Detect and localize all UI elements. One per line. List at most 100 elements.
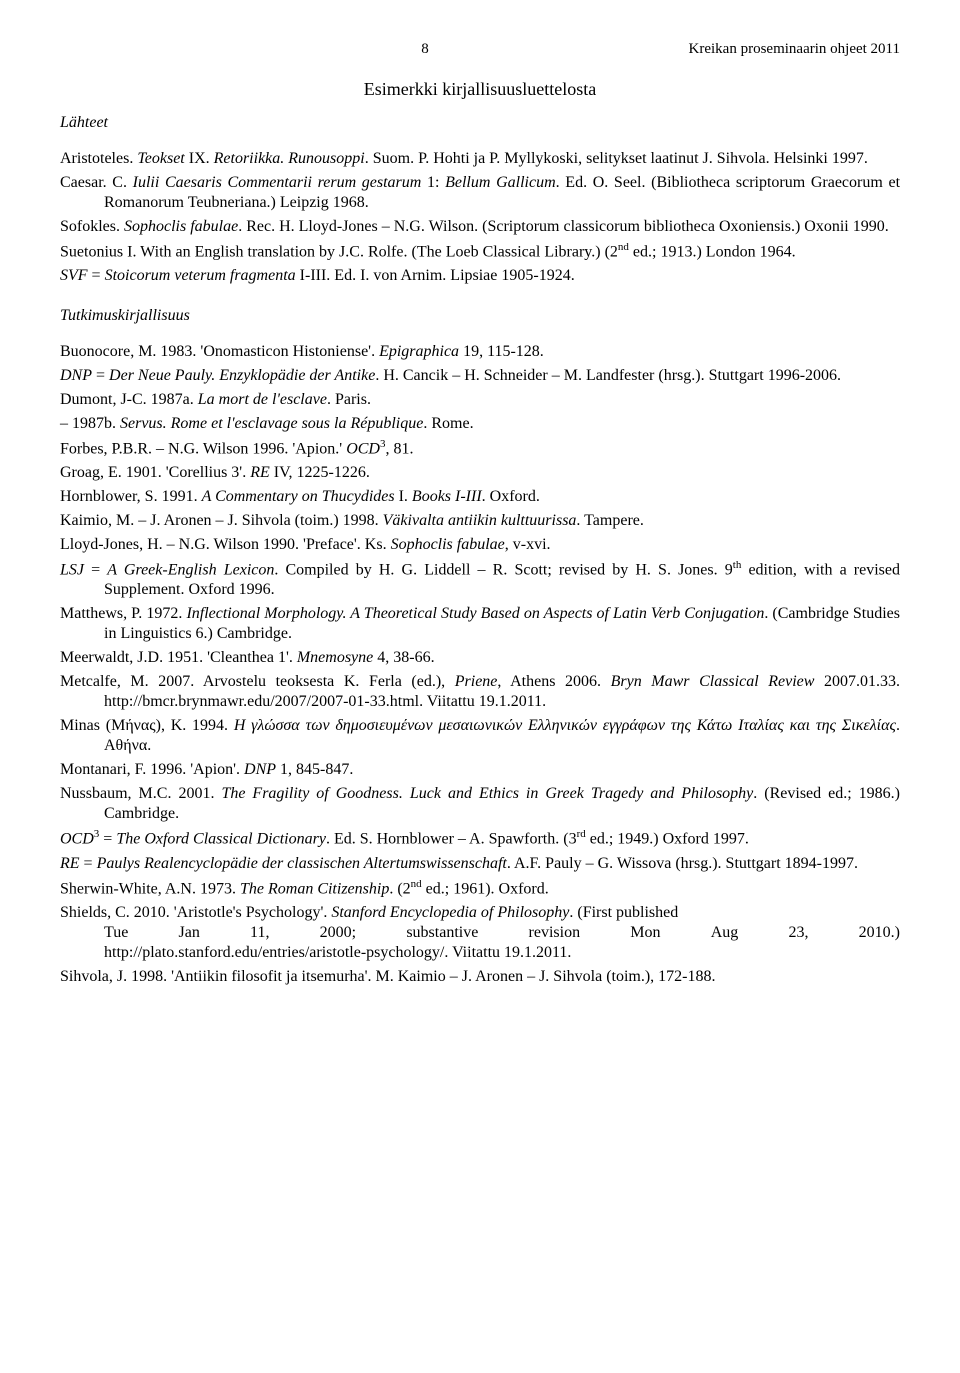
entry-text: . Suom. P. Hohti ja P. Myllykoski, selit…: [365, 150, 868, 167]
entry-text: I-III. Ed. I. von Arnim. Lipsiae 1905-19…: [296, 267, 575, 284]
bibliography-entry: RE = Paulys Realencyclopädie der classis…: [60, 854, 900, 874]
bibliography-entry: Kaimio, M. – J. Aronen – J. Sihvola (toi…: [60, 511, 900, 531]
entry-italic: Iulii Caesaris Commentarii rerum gestaru…: [133, 174, 422, 191]
entry-text: =: [99, 831, 116, 848]
bibliography-entry: Sofokles. Sophoclis fabulae. Rec. H. Llo…: [60, 217, 900, 237]
entry-text: Minas (Μήνας), Κ. 1994.: [60, 717, 234, 734]
entry-text: 23,: [788, 923, 808, 943]
entry-italic: Mnemosyne: [297, 649, 373, 666]
entry-text: IV, 1225-1226.: [270, 464, 370, 481]
entry-text: Jan: [179, 923, 200, 943]
entry-text: 2010.): [859, 923, 900, 943]
superscript: nd: [618, 241, 629, 253]
entry-text: . Oxford.: [482, 488, 540, 505]
entry-text: revision: [529, 923, 581, 943]
entry-text: . Paris.: [327, 391, 371, 408]
bibliography-entry: Nussbaum, M.C. 2001. The Fragility of Go…: [60, 784, 900, 824]
entry-text: . (First published: [569, 904, 678, 921]
entry-text: . (2: [389, 880, 410, 897]
entry-text: 4, 38-66.: [373, 649, 434, 666]
entry-text: 19, 115-128.: [459, 343, 544, 360]
bibliography-entry: Sherwin-White, A.N. 1973. The Roman Citi…: [60, 878, 900, 899]
bibliography-entry: Minas (Μήνας), Κ. 1994. Η γλώσσα των δημ…: [60, 716, 900, 756]
entry-italic: OCD: [60, 831, 94, 848]
bibliography-entry: – 1987b. Servus. Rome et l'esclavage sou…: [60, 414, 900, 434]
entry-text: Sofokles.: [60, 218, 124, 235]
entry-text: Caesar. C.: [60, 174, 133, 191]
bibliography-entry: DNP = Der Neue Pauly. Enzyklopädie der A…: [60, 366, 900, 386]
entry-text: Hornblower, S. 1991.: [60, 488, 202, 505]
page-header: 8 Kreikan proseminaarin ohjeet 2011: [60, 40, 900, 58]
running-title: Kreikan proseminaarin ohjeet 2011: [689, 40, 900, 59]
entry-italic: SVF: [60, 267, 88, 284]
entry-text: IX.: [185, 150, 214, 167]
bibliography-entry: Montanari, F. 1996. 'Apion'. DNP 1, 845-…: [60, 760, 900, 780]
entry-text: Kaimio, M. – J. Aronen – J. Sihvola (toi…: [60, 512, 383, 529]
entry-text: . Tampere.: [576, 512, 643, 529]
entry-text: 1:: [421, 174, 445, 191]
entry-italic: Servus. Rome et l'esclavage sous la Répu…: [120, 415, 423, 432]
entry-italic: Priene: [455, 673, 498, 690]
entry-text: . Compiled by H. G. Liddell – R. Scott; …: [274, 561, 732, 578]
entry-text: Dumont, J-C. 1987a.: [60, 391, 198, 408]
entry-text: substantive: [406, 923, 478, 943]
entry-italic: The Fragility of Goodness. Luck and Ethi…: [221, 785, 753, 802]
entry-text: =: [88, 267, 105, 284]
entry-text: Matthews, P. 1972.: [60, 605, 186, 622]
entry-text: Metcalfe, M. 2007. Arvostelu teoksesta K…: [60, 673, 455, 690]
entry-text: Shields, C. 2010. 'Aristotle's Psycholog…: [60, 904, 331, 921]
entry-text: Suetonius I. With an English translation…: [60, 243, 618, 260]
superscript: nd: [411, 878, 422, 890]
entry-text: Lloyd-Jones, H. – N.G. Wilson 1990. 'Pre…: [60, 536, 391, 553]
entry-text: http://plato.stanford.edu/entries/aristo…: [104, 944, 571, 961]
entry-italic: A Greek-English Lexicon: [107, 561, 274, 578]
entry-continuation: http://plato.stanford.edu/entries/aristo…: [60, 943, 900, 963]
entry-text: Meerwaldt, J.D. 1951. 'Cleanthea 1'.: [60, 649, 297, 666]
entry-italic: Bryn Mawr Classical Review: [611, 673, 815, 690]
entry-text: Montanari, F. 1996. 'Apion'.: [60, 761, 244, 778]
entry-text: 2000;: [320, 923, 356, 943]
entry-italic: Stanford Encyclopedia of Philosophy: [331, 904, 569, 921]
entry-text: . H. Cancik – H. Schneider – M. Landfest…: [375, 367, 841, 384]
entry-text: , v-xvi.: [505, 536, 551, 553]
entry-italic: LSJ: [60, 561, 84, 578]
entry-italic: Books I-III: [412, 488, 482, 505]
entry-italic: Stoicorum veterum fragmenta: [105, 267, 296, 284]
entry-italic: Paulys Realencyclopädie der classischen …: [97, 855, 507, 872]
bibliography-entry: Meerwaldt, J.D. 1951. 'Cleanthea 1'. Mne…: [60, 648, 900, 668]
entry-text: ed.; 1949.) Oxford 1997.: [586, 831, 749, 848]
entry-text: Buonocore, M. 1983. 'Onomasticon Histoni…: [60, 343, 379, 360]
bibliography-entry: Caesar. C. Iulii Caesaris Commentarii re…: [60, 173, 900, 213]
entry-text: . A.F. Pauly – G. Wissova (hrsg.). Stutt…: [507, 855, 858, 872]
superscript: rd: [577, 828, 586, 840]
entry-text: I.: [395, 488, 412, 505]
bibliography-entry: Sihvola, J. 1998. 'Antiikin filosofit ja…: [60, 967, 900, 987]
bibliography-entry: Suetonius I. With an English translation…: [60, 241, 900, 262]
entry-italic: Sophoclis fabulae: [124, 218, 238, 235]
bibliography-entry: Lloyd-Jones, H. – N.G. Wilson 1990. 'Pre…: [60, 535, 900, 555]
entry-text: ed.; 1961). Oxford.: [422, 880, 549, 897]
entry-text: Tue: [104, 923, 128, 943]
entry-text: – 1987b.: [60, 415, 120, 432]
entry-italic: A Commentary on Thucydides: [202, 488, 395, 505]
entry-text: Groag, E. 1901. 'Corellius 3'.: [60, 464, 250, 481]
example-heading: Esimerkki kirjallisuusluettelosta: [60, 78, 900, 101]
bibliography-entry: SVF = Stoicorum veterum fragmenta I-III.…: [60, 266, 900, 286]
entry-italic: Der Neue Pauly. Enzyklopädie der Antike: [109, 367, 375, 384]
entry-italic: The Oxford Classical Dictionary: [116, 831, 326, 848]
entry-text: =: [92, 367, 109, 384]
entry-italic: DNP: [60, 367, 92, 384]
entry-text: 1, 845-847.: [276, 761, 353, 778]
entry-text: Mon: [630, 923, 660, 943]
entry-text: . Rome.: [423, 415, 473, 432]
entry-text: Aug: [711, 923, 739, 943]
entry-italic: RE: [60, 855, 80, 872]
bibliography-entry: Aristoteles. Teokset IX. Retoriikka. Run…: [60, 149, 900, 169]
entry-italic: Η γλώσσα των δημοσιευμένων μεσαιωνικών Ε…: [234, 717, 896, 734]
bibliography-entry: Dumont, J-C. 1987a. La mort de l'esclave…: [60, 390, 900, 410]
document-page: 8 Kreikan proseminaarin ohjeet 2011 Esim…: [0, 0, 960, 1051]
bibliography-entry: OCD3 = The Oxford Classical Dictionary. …: [60, 828, 900, 849]
bibliography-entry: Forbes, P.B.R. – N.G. Wilson 1996. 'Apio…: [60, 438, 900, 459]
entry-text: =: [80, 855, 97, 872]
entry-italic: RE: [250, 464, 270, 481]
